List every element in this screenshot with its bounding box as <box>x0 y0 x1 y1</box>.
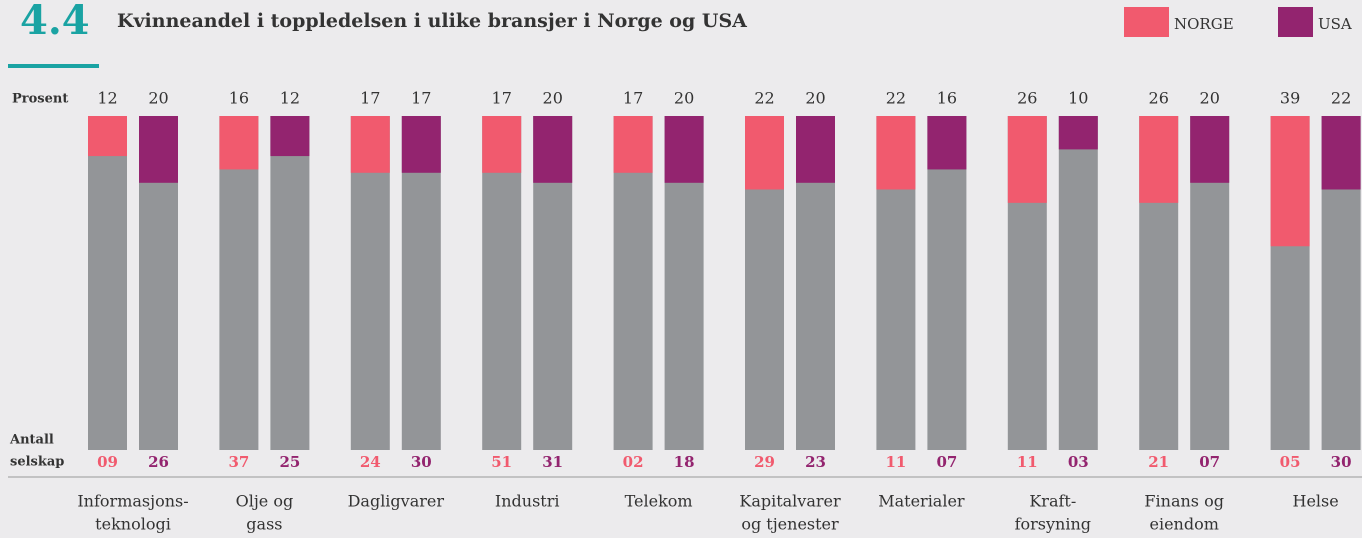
bar <box>796 116 835 183</box>
value-label: 39 <box>1280 89 1300 108</box>
bar <box>139 116 178 183</box>
x-tick-label: Kapitalvarer <box>739 492 841 511</box>
x-tick-label: gass <box>246 515 282 534</box>
bar <box>88 116 127 157</box>
bar-base <box>927 116 967 450</box>
count-label: 18 <box>674 453 695 471</box>
count-label: 31 <box>542 453 563 471</box>
x-tick-label: Helse <box>1292 492 1338 511</box>
x-tick-label: Industri <box>495 492 560 511</box>
value-label: 26 <box>1149 89 1169 108</box>
count-label: 09 <box>97 453 118 471</box>
legend-label: NORGE <box>1174 15 1234 33</box>
count-label: 07 <box>1199 453 1220 471</box>
count-label: 11 <box>1017 453 1038 471</box>
x-tick-label: teknologi <box>95 515 171 534</box>
value-label: 17 <box>360 89 380 108</box>
bar <box>482 116 522 173</box>
count-label: Antall <box>9 433 54 448</box>
chart-title: Kvinneandel i toppledelsen i ulike brans… <box>117 10 747 32</box>
count-label: 02 <box>623 453 644 471</box>
bar <box>1139 116 1179 203</box>
bar <box>270 116 310 157</box>
legend-label: USA <box>1318 15 1352 33</box>
bar <box>664 116 704 183</box>
bar-base <box>270 116 310 450</box>
x-tick-label: eiendom <box>1149 515 1218 534</box>
bar <box>876 116 916 190</box>
bar-base <box>219 116 259 450</box>
value-label: 16 <box>937 89 957 108</box>
x-tick-label: Telekom <box>625 492 693 511</box>
bar <box>350 116 390 173</box>
count-label: 26 <box>148 453 169 471</box>
value-label: 17 <box>623 89 643 108</box>
count-label: 21 <box>1148 453 1169 471</box>
count-label: 30 <box>1331 453 1352 471</box>
bar <box>1270 116 1310 247</box>
x-tick-label: forsyning <box>1015 515 1091 534</box>
x-tick-label: Materialer <box>878 492 965 511</box>
bar-base <box>88 116 127 450</box>
count-label: 37 <box>228 453 249 471</box>
value-label: 20 <box>674 89 694 108</box>
badge-underline <box>8 64 99 68</box>
value-label: 17 <box>492 89 512 108</box>
x-tick-label: og tjenester <box>741 515 839 534</box>
value-label: 17 <box>411 89 431 108</box>
bar-base <box>1058 116 1098 450</box>
x-tick-label: Informasjons- <box>77 492 188 511</box>
x-tick-label: Olje og <box>236 492 294 511</box>
value-label: 12 <box>280 89 300 108</box>
bar <box>219 116 259 170</box>
bar <box>1058 116 1098 150</box>
value-label: 12 <box>97 89 117 108</box>
value-label: 16 <box>229 89 249 108</box>
value-label: 20 <box>148 89 168 108</box>
count-label: 29 <box>754 453 775 471</box>
value-label: 20 <box>1200 89 1220 108</box>
legend-swatch <box>1124 7 1169 37</box>
bar <box>1321 116 1361 190</box>
value-label: 22 <box>754 89 774 108</box>
value-label: 22 <box>886 89 906 108</box>
count-label: 30 <box>411 453 432 471</box>
bar <box>927 116 967 170</box>
count-label: 11 <box>885 453 906 471</box>
count-label: 51 <box>491 453 512 471</box>
value-label: 26 <box>1017 89 1037 108</box>
bar <box>613 116 653 173</box>
value-label: 10 <box>1068 89 1088 108</box>
count-label: 07 <box>936 453 957 471</box>
x-tick-label: Kraft- <box>1029 492 1076 511</box>
x-tick-label: Finans og <box>1144 492 1224 511</box>
count-label: 25 <box>279 453 300 471</box>
value-label: 20 <box>543 89 563 108</box>
legend-swatch <box>1278 7 1313 37</box>
value-label: 20 <box>805 89 825 108</box>
count-label: 23 <box>805 453 826 471</box>
bar <box>1007 116 1047 203</box>
bar <box>1190 116 1230 183</box>
y-label: Prosent <box>12 92 68 107</box>
count-label: 24 <box>360 453 381 471</box>
bar <box>401 116 441 173</box>
bar <box>533 116 573 183</box>
count-label: 03 <box>1068 453 1089 471</box>
count-label: selskap <box>10 455 64 470</box>
count-label: 05 <box>1280 453 1301 471</box>
value-label: 22 <box>1331 89 1351 108</box>
chart-badge: 4.4 <box>20 0 90 44</box>
bar <box>745 116 784 190</box>
x-tick-label: Dagligvarer <box>348 492 445 511</box>
